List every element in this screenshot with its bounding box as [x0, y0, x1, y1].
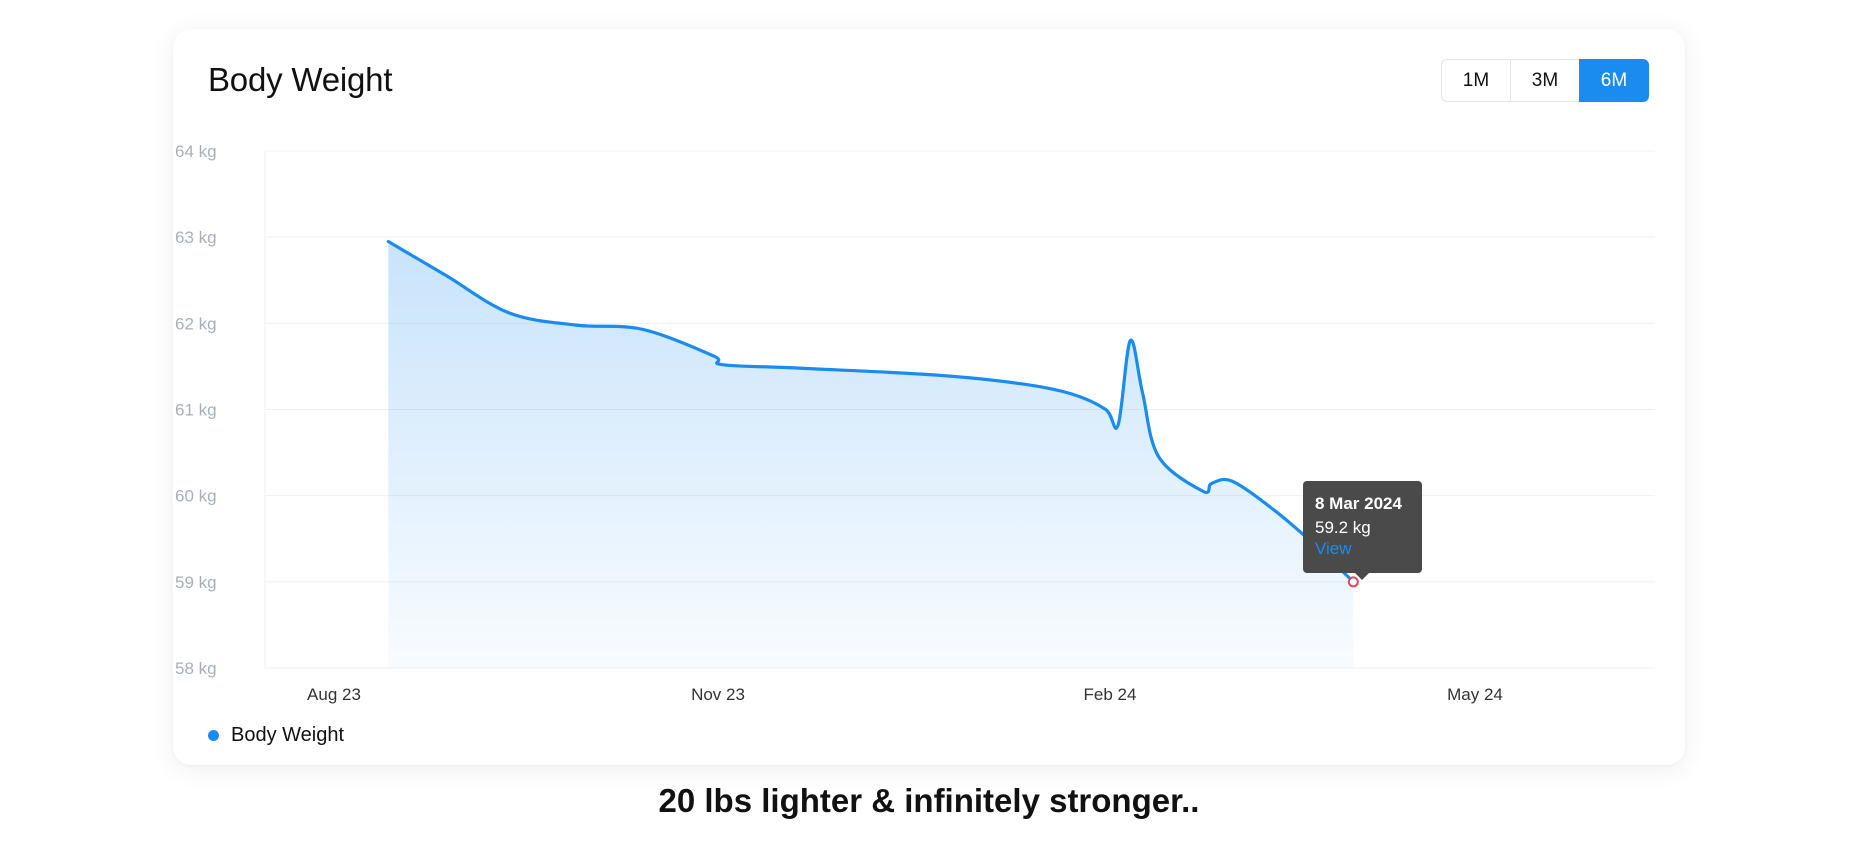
tooltip-date: 8 Mar 2024: [1315, 494, 1402, 513]
y-tick-label: 60 kg: [175, 487, 217, 506]
chart-legend[interactable]: Body Weight: [208, 724, 344, 747]
caption: 20 lbs lighter & infinitely stronger..: [658, 782, 1200, 819]
y-tick-label: 59 kg: [175, 573, 217, 592]
series-area: [388, 241, 1354, 668]
y-tick-label: 58 kg: [175, 659, 217, 678]
series-line: [386, 239, 1355, 584]
y-tick-label: 63 kg: [175, 228, 217, 247]
range-6m-button[interactable]: 6M: [1579, 59, 1649, 102]
body-weight-card: Body Weight 1M 3M 6M 64 kg 63 kg 62 kg 61 k…: [173, 29, 1685, 765]
y-tick-label: 61 kg: [175, 401, 217, 420]
x-tick-label: Aug 23: [307, 685, 361, 704]
y-tick-label: 62 kg: [175, 314, 217, 333]
range-selector: 1M 3M 6M: [1441, 59, 1649, 102]
range-1m-button[interactable]: 1M: [1441, 59, 1511, 102]
chart-tooltip: 8 Mar 2024 59.2 kg View: [1303, 481, 1422, 580]
tooltip-value: 59.2 kg: [1315, 518, 1371, 537]
x-tick-label: Feb 24: [1084, 685, 1137, 704]
x-tick-label: Nov 23: [691, 685, 745, 704]
x-tick-label: May 24: [1447, 685, 1503, 704]
tooltip-view-link[interactable]: View: [1315, 539, 1352, 558]
legend-marker: [208, 730, 219, 741]
body-weight-chart: 64 kg 63 kg 62 kg 61 kg 60 kg 59 kg 58 kg Aug 2…: [175, 142, 1655, 704]
y-tick-label: 64 kg: [175, 142, 217, 161]
chart-title: Body Weight: [208, 61, 393, 98]
legend-label: Body Weight: [231, 724, 345, 746]
